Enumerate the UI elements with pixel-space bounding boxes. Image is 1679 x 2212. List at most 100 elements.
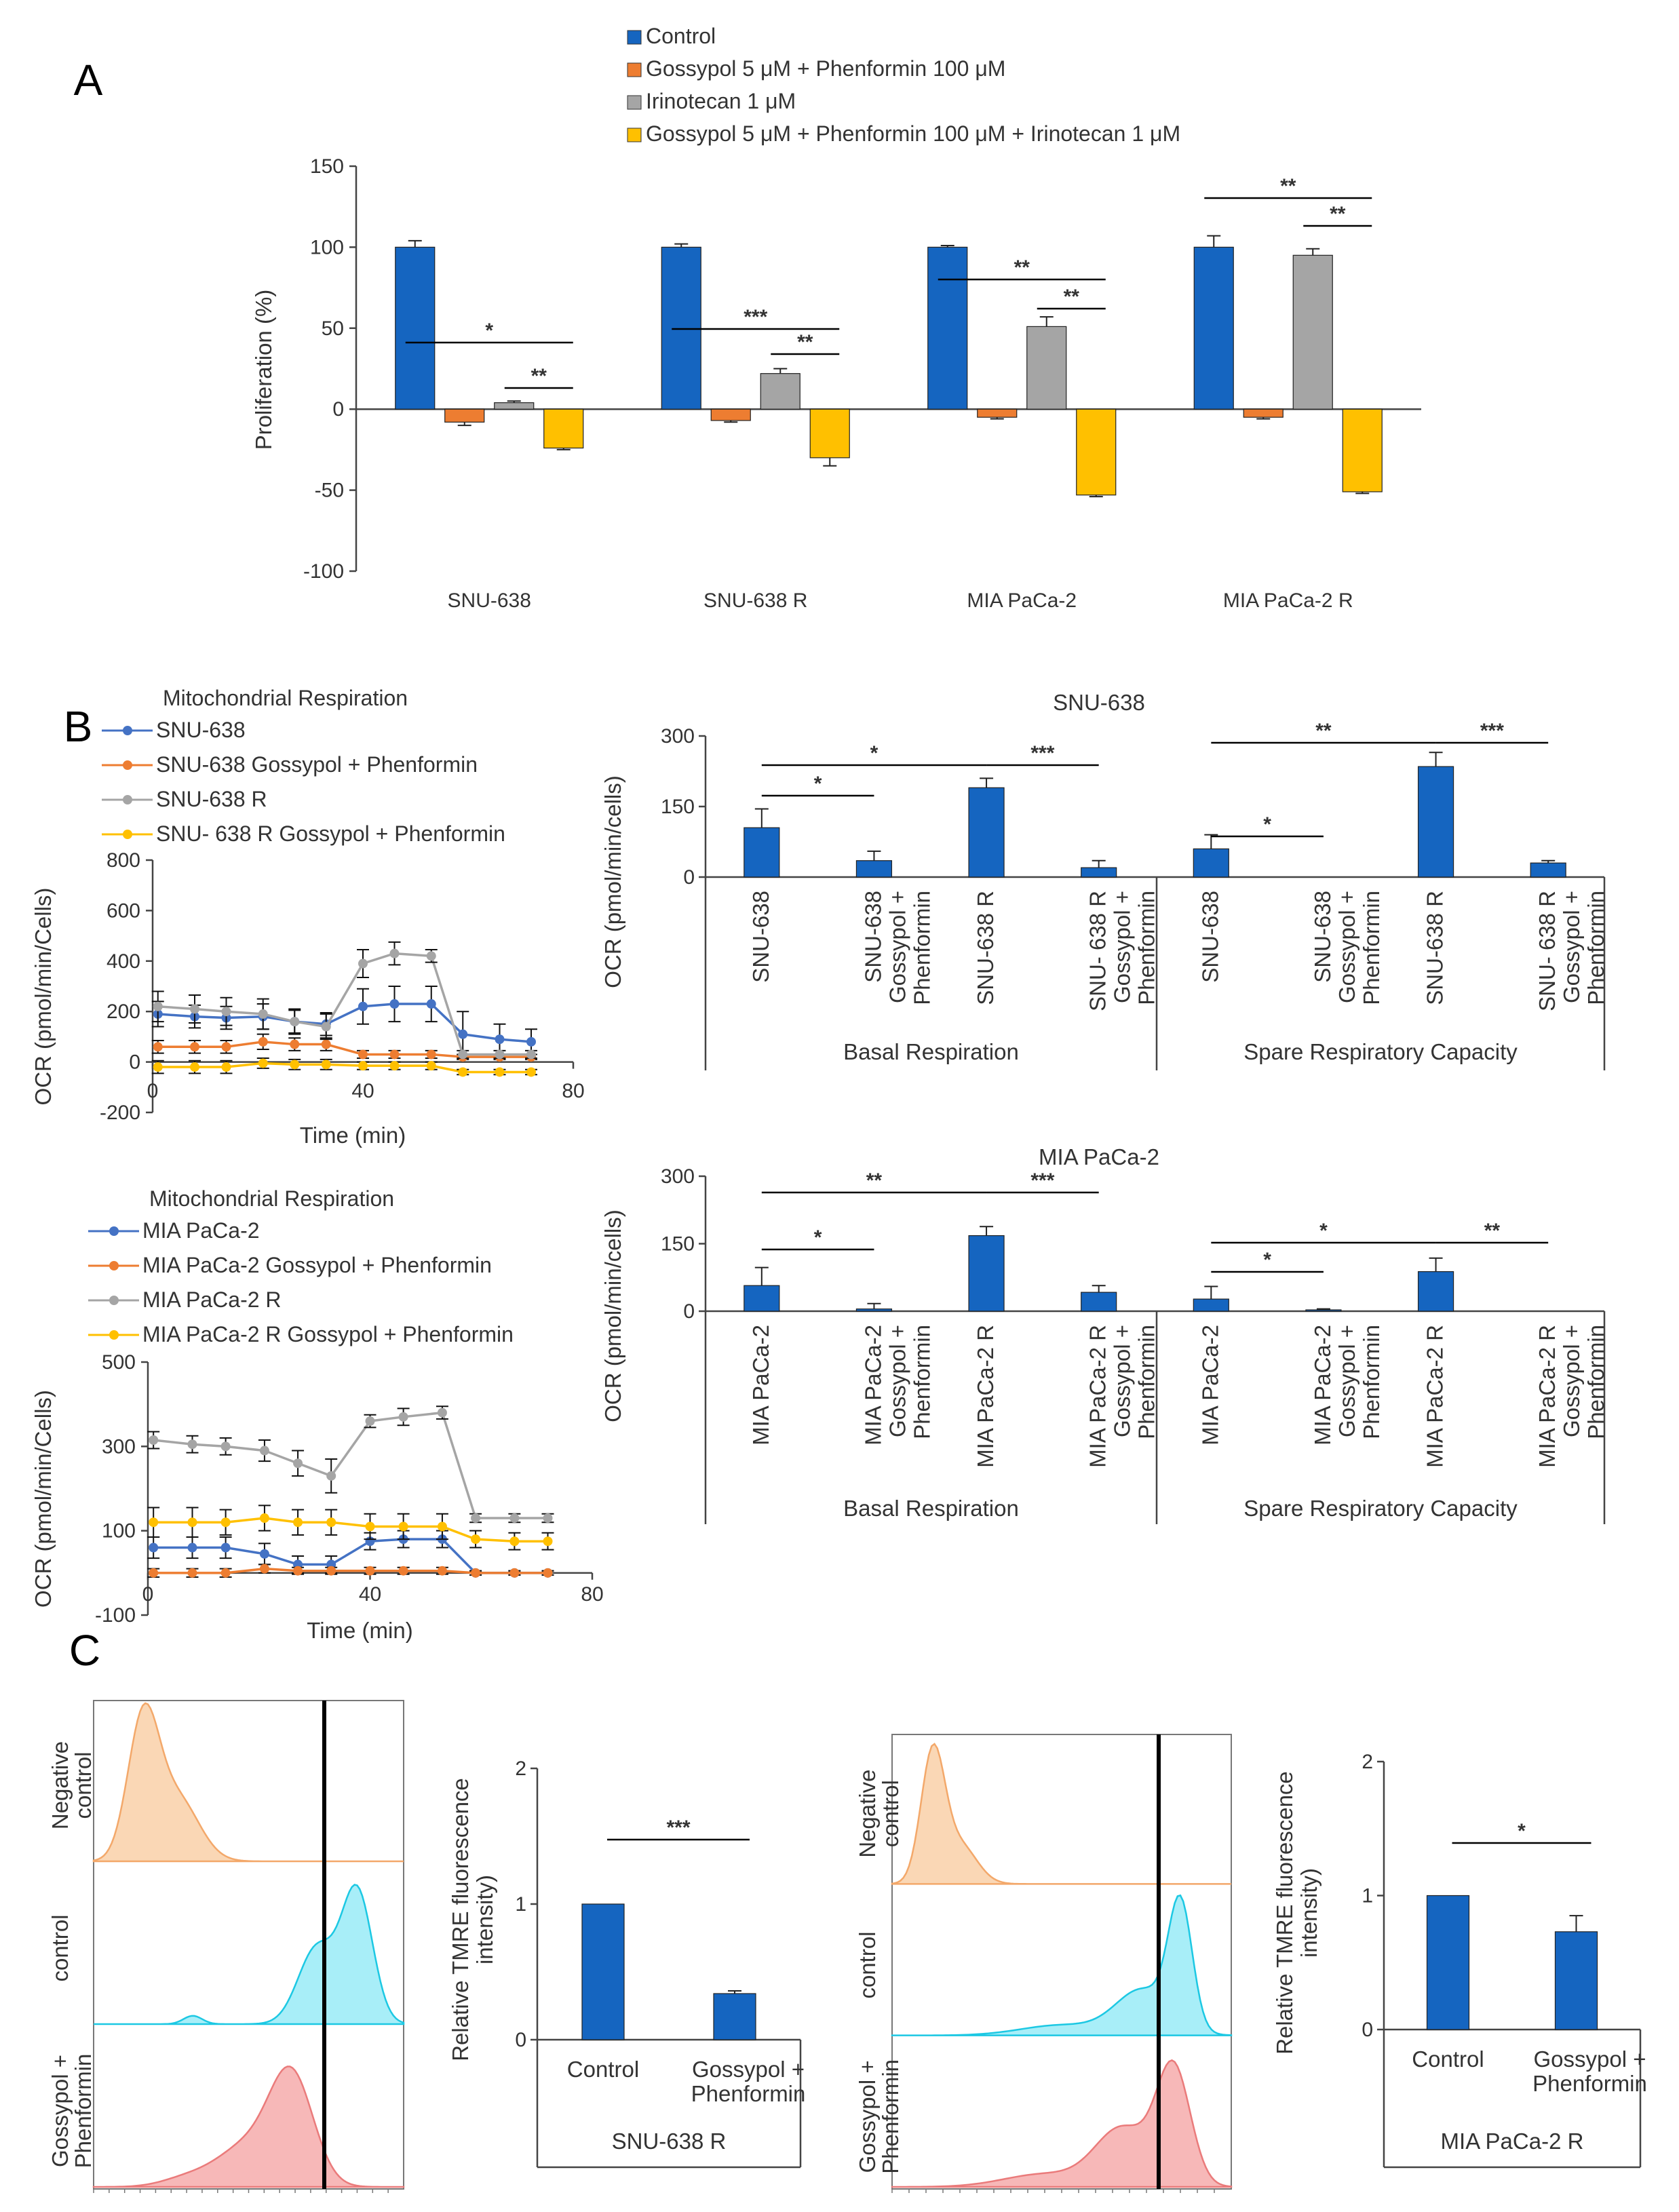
data-point	[220, 1568, 231, 1578]
bar	[444, 408, 485, 423]
y-tick-label: 0	[515, 2029, 526, 2051]
data-point	[426, 1061, 436, 1071]
data-point	[326, 1471, 336, 1481]
data-point	[437, 1521, 447, 1532]
data-point	[471, 1534, 481, 1545]
y-tick-label: 0	[683, 1300, 695, 1323]
category-label-line: Gossypol +	[1559, 891, 1584, 1003]
data-point	[389, 1061, 400, 1071]
data-point	[258, 1009, 268, 1019]
category-label: MIA PaCa-2 Gossypol + Phenformin	[860, 1325, 934, 1445]
category-label-line: Phenformin	[1134, 891, 1159, 1005]
category-label-line: SNU-638 R	[973, 891, 998, 1005]
legend-marker	[123, 760, 132, 770]
data-point	[321, 1039, 331, 1049]
x-tick-label: 40	[351, 1080, 374, 1102]
data-point	[259, 1445, 269, 1456]
significance-label: **	[1315, 720, 1332, 742]
track-label: control	[47, 1914, 73, 1981]
y-tick-label: 0	[683, 866, 695, 889]
x-axis-label: Time (min)	[300, 1123, 406, 1148]
y-tick-label: -100	[303, 560, 344, 583]
category-label-line: MIA PaCa-2 R	[973, 1325, 998, 1468]
track-label-line: Gossypol +	[47, 2055, 73, 2167]
category-label: Control	[1412, 2046, 1484, 2072]
category-label-line: SNU-638	[1310, 891, 1335, 983]
data-point	[149, 1517, 159, 1528]
data-point	[526, 1049, 536, 1060]
data-point	[221, 1062, 231, 1072]
significance-label: **	[1064, 286, 1080, 308]
data-point	[259, 1564, 269, 1574]
significance-label: **	[797, 331, 813, 353]
category-label: SNU-638	[1197, 891, 1222, 983]
legend-entry: Control	[646, 24, 716, 48]
category-label-line: MIA PaCa-2 R	[1423, 1325, 1448, 1468]
category-label: SNU-638 R	[973, 891, 998, 1005]
chart-title: MIA PaCa-2 R	[1441, 2129, 1584, 2154]
data-point	[365, 1416, 375, 1427]
legend: Control Gossypol 5 μM + Phenformin 100 μM…	[627, 24, 1180, 146]
chart-title: SNU-638	[1053, 690, 1145, 715]
legend-marker	[123, 830, 132, 839]
data-point	[187, 1568, 197, 1578]
category-label: SNU- 638 R Gossypol + Phenformin	[1535, 891, 1608, 1011]
category-label-line: Phenformin	[909, 891, 934, 1005]
y-axis-label: Relative TMRE fluorescence intensity)	[448, 1778, 497, 2061]
data-point	[426, 999, 436, 1009]
bar	[1342, 408, 1383, 492]
data-point	[358, 958, 368, 969]
data-point	[509, 1536, 520, 1547]
panel-c-bar-snu: 2 1 0 Relative TMRE fluorescence intensity) C…	[448, 1758, 806, 2169]
data-point	[293, 1566, 303, 1576]
data-point	[358, 1001, 368, 1011]
group-label: Basal Respiration	[843, 1496, 1019, 1521]
series-line	[157, 1041, 531, 1058]
track-label-line: Negative	[855, 1770, 880, 1858]
category-label: MIA PaCa-2 R	[1423, 1325, 1448, 1468]
data-point	[187, 1517, 197, 1528]
bar	[968, 787, 1005, 878]
legend-entry: Gossypol 5 μM + Phenformin 100 μM	[646, 56, 1005, 81]
track-label-line: Phenformin	[71, 2054, 96, 2169]
significance-label: ***	[744, 306, 767, 328]
category-label-line: Control	[567, 2057, 639, 2082]
data-point	[437, 1408, 447, 1418]
bar	[1417, 766, 1454, 878]
data-point	[187, 1439, 197, 1450]
category-label-line: Gossypol +	[1334, 1325, 1359, 1437]
y-axis-label: OCR (pmol/min/cells)	[600, 775, 625, 988]
category-label: SNU- 638 R Gossypol + Phenformin	[1085, 891, 1159, 1011]
bar	[710, 408, 751, 421]
bar	[581, 1903, 625, 2040]
category-label: SNU-638	[448, 589, 531, 612]
data-point	[509, 1513, 520, 1524]
data-point	[458, 1049, 468, 1060]
legend-marker	[109, 1261, 119, 1270]
data-point	[389, 999, 400, 1009]
legend-swatch	[627, 128, 642, 142]
significance-label: **	[866, 1169, 883, 1192]
data-point	[321, 1060, 331, 1070]
y-tick-label: 2	[1362, 1751, 1373, 1773]
data-point	[293, 1458, 303, 1469]
panel-b-line-snu: B 800 600 400 200 0 -200 0 40 80 Time (min) OCR (pm…	[31, 686, 585, 1148]
data-point	[220, 1517, 231, 1528]
bar	[1554, 1931, 1598, 2030]
category-label-line: Gossypol +	[692, 2057, 805, 2082]
series-line	[153, 1517, 548, 1542]
group-label: Basal Respiration	[843, 1039, 1019, 1064]
bar	[1081, 867, 1117, 878]
data-point	[190, 1004, 199, 1014]
legend-swatch	[627, 95, 642, 110]
track-label: Gossypol +Phenformin	[47, 2054, 96, 2169]
category-label-line: Phenformin	[1583, 1325, 1608, 1439]
category-label-line: MIA PaCa-2 R	[1535, 1325, 1560, 1468]
data-point	[258, 1058, 268, 1068]
y-tick-label: -50	[315, 480, 344, 502]
data-point	[526, 1036, 536, 1047]
category-label-line: Phenformin	[691, 2081, 806, 2106]
data-point	[187, 1542, 197, 1553]
